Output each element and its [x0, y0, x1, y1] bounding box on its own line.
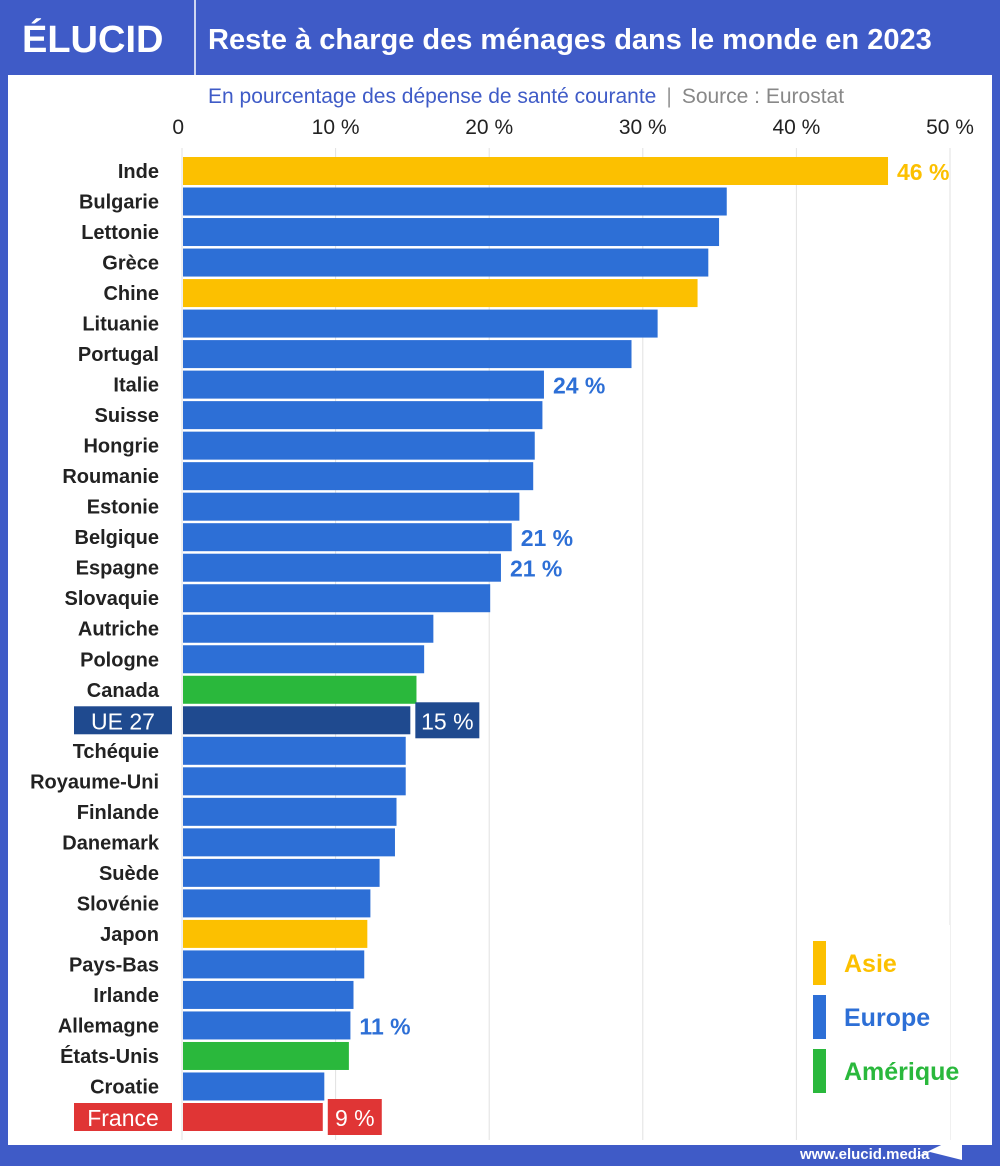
separator: | [666, 85, 671, 108]
bar [183, 1011, 351, 1040]
value-label: 46 % [897, 159, 949, 185]
bar [183, 279, 698, 308]
category-label: États-Unis [60, 1045, 159, 1068]
bar [183, 218, 720, 247]
chart-title: Reste à charge des ménages dans le monde… [208, 24, 932, 56]
bar [183, 797, 397, 826]
bar [183, 370, 544, 399]
category-label: Slovaquie [65, 588, 159, 610]
legend-label: Amérique [844, 1058, 959, 1086]
category-label: Hongrie [83, 436, 159, 458]
x-tick-label: 50 % [926, 116, 974, 139]
category-label: Inde [118, 161, 159, 183]
bar [183, 309, 658, 338]
category-label: Slovénie [77, 893, 159, 915]
bars: Inde 46 % Bulgarie Lettonie Grèce Chine Lituan… [30, 157, 949, 1135]
x-tick-label: 30 % [619, 116, 667, 139]
value-label-highlight [415, 702, 480, 739]
bar [183, 889, 371, 918]
legend-swatch [813, 995, 826, 1039]
category-label: Canada [87, 680, 160, 702]
category-label: Lettonie [81, 222, 159, 244]
x-tick-label: 0 [172, 116, 184, 139]
value-label: 9 % [335, 1105, 375, 1131]
category-label: Danemark [62, 832, 160, 854]
category-label: Portugal [78, 344, 159, 366]
bar [183, 340, 632, 369]
bar [183, 736, 406, 765]
bar [183, 858, 380, 887]
value-label: 21 % [510, 556, 562, 582]
category-label: Estonie [87, 497, 159, 519]
chart-subtitle-line: En pourcentage des dépense de santé cour… [208, 85, 844, 108]
bar [183, 553, 501, 582]
category-label: Belgique [75, 527, 159, 549]
value-label-highlight [327, 1099, 382, 1135]
category-label: Allemagne [58, 1015, 159, 1037]
chart-subtitle: En pourcentage des dépense de santé cour… [208, 85, 656, 108]
category-label: Irlande [93, 985, 159, 1007]
category-label: Finlande [77, 802, 159, 824]
bar [183, 1041, 349, 1070]
category-label: Autriche [78, 619, 159, 641]
bar [183, 248, 709, 277]
bar [183, 584, 491, 613]
category-label: Croatie [90, 1076, 159, 1098]
bar [183, 675, 417, 704]
elucid-logo-mark [910, 1135, 962, 1160]
value-label: 21 % [521, 525, 573, 551]
category-label-highlight [74, 706, 172, 735]
bar [183, 523, 512, 552]
bar [183, 492, 520, 521]
bar [183, 828, 395, 857]
category-label: Grèce [102, 253, 159, 275]
legend-swatch [813, 941, 826, 985]
bar [183, 1072, 325, 1101]
bar [183, 401, 543, 430]
category-label: Japon [100, 924, 159, 946]
elucid-logo: ÉLUCID [22, 17, 163, 61]
value-label: 11 % [359, 1013, 410, 1039]
bar [183, 157, 889, 185]
category-label: Pologne [80, 649, 159, 671]
category-label: Tchéquie [73, 741, 159, 763]
legend-label: Europe [844, 1004, 930, 1032]
category-label: Suède [99, 863, 159, 885]
category-label: Suisse [95, 405, 159, 427]
bar [183, 706, 411, 735]
category-label: France [87, 1105, 159, 1131]
value-label: 24 % [553, 373, 605, 399]
bar [183, 431, 535, 460]
bar [183, 1103, 323, 1131]
category-label: Italie [113, 375, 159, 397]
category-label-highlight [74, 1103, 172, 1131]
value-label: 15 % [421, 708, 473, 734]
x-tick-label: 20 % [465, 116, 513, 139]
x-tick-label: 10 % [312, 116, 360, 139]
footer-url: www.elucid.media [799, 1146, 930, 1163]
category-label: Chine [103, 283, 159, 305]
x-tick-label: 40 % [772, 116, 820, 139]
category-label: Pays-Bas [69, 954, 159, 976]
category-label: Roumanie [62, 466, 159, 488]
bar [183, 462, 534, 491]
bar [183, 980, 354, 1009]
legend: Asie Europe Amérique [800, 925, 959, 1140]
category-label: UE 27 [91, 708, 155, 734]
bar [183, 614, 434, 643]
category-label: Bulgarie [79, 192, 159, 214]
bar [183, 919, 368, 948]
bar [183, 645, 425, 674]
x-axis-ticks: 0 10 % 20 % 30 % 40 % 50 % [172, 116, 974, 139]
bar [183, 950, 365, 979]
chart-source: Source : Eurostat [682, 85, 844, 108]
category-label: Royaume-Uni [30, 771, 159, 793]
bar [183, 767, 406, 796]
bar [183, 187, 727, 216]
category-label: Espagne [76, 558, 159, 580]
category-label: Lituanie [82, 314, 159, 336]
legend-label: Asie [844, 950, 897, 978]
legend-swatch [813, 1049, 826, 1093]
